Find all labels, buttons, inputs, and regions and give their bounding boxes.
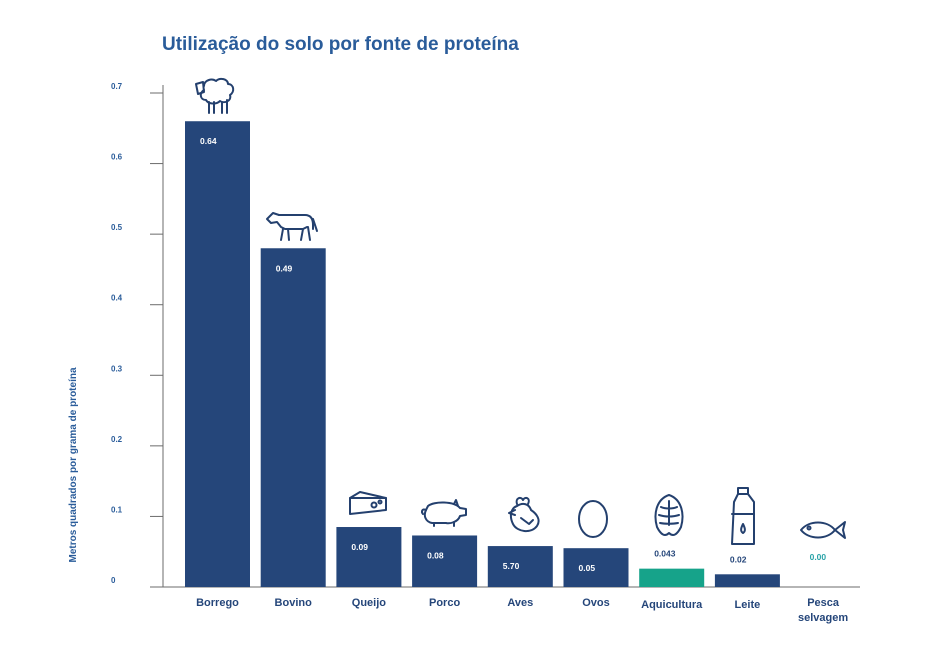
milk-jug-icon bbox=[731, 487, 755, 545]
category-label: Porco bbox=[429, 597, 460, 609]
category-label: selvagem bbox=[798, 612, 848, 624]
bar-aquicultura bbox=[639, 568, 705, 587]
category-label: Aquicultura bbox=[641, 599, 703, 611]
fish-icon bbox=[800, 521, 846, 539]
y-tick-label: 0.4 bbox=[111, 294, 123, 303]
cheese-icon bbox=[349, 491, 387, 515]
value-label: 0.08 bbox=[427, 550, 444, 560]
value-label: 0.64 bbox=[200, 136, 217, 146]
category-label: Aves bbox=[507, 597, 533, 609]
y-tick-label: 0.6 bbox=[111, 153, 123, 162]
value-label: 0.49 bbox=[276, 263, 293, 273]
value-label: 0.09 bbox=[351, 542, 368, 552]
chart-title: Utilização do solo por fonte de proteína bbox=[162, 34, 519, 55]
y-axis-label: Metros quadrados por grama de proteína bbox=[68, 367, 79, 562]
sheep-icon bbox=[195, 77, 235, 114]
bar-bovino bbox=[260, 248, 326, 587]
y-tick-label: 0.1 bbox=[111, 505, 123, 514]
egg-icon bbox=[578, 500, 608, 538]
bar-queijo bbox=[336, 527, 402, 587]
pig-icon bbox=[421, 499, 467, 527]
bar-borrego bbox=[185, 121, 250, 587]
bar-leite bbox=[714, 574, 780, 587]
y-ticks: 0 0.1 0.2 0.3 0.4 0.5 0.6 0.7 bbox=[111, 82, 163, 588]
bar-ovos bbox=[563, 548, 629, 587]
category-label: Borrego bbox=[196, 597, 239, 609]
y-tick-label: 0.7 bbox=[111, 82, 123, 91]
value-label: 0.00 bbox=[810, 552, 827, 562]
category-label: Ovos bbox=[582, 597, 610, 609]
cow-icon bbox=[266, 212, 318, 241]
value-label: 0.05 bbox=[579, 563, 596, 573]
bars-group: 0.64 Borrego 0.49 Bovino 0.09 Queijo 0.08 Porco… bbox=[185, 121, 848, 624]
y-tick-label: 0.2 bbox=[111, 435, 123, 444]
y-tick-label: 0.5 bbox=[111, 223, 123, 232]
category-label: Pesca bbox=[807, 597, 840, 609]
fish-steak-icon bbox=[654, 494, 684, 536]
bar-aves bbox=[487, 546, 553, 587]
category-label: Queijo bbox=[352, 597, 387, 609]
chicken-icon bbox=[508, 496, 540, 532]
bar-porco bbox=[412, 535, 478, 587]
value-label: 5.70 bbox=[503, 561, 520, 571]
value-label: 0.043 bbox=[654, 549, 676, 559]
category-label: Bovino bbox=[275, 597, 313, 609]
value-label: 0.02 bbox=[730, 554, 747, 564]
y-tick-label: 0.3 bbox=[111, 364, 123, 373]
category-label: Leite bbox=[735, 599, 761, 611]
y-tick-label: 0 bbox=[111, 576, 116, 585]
